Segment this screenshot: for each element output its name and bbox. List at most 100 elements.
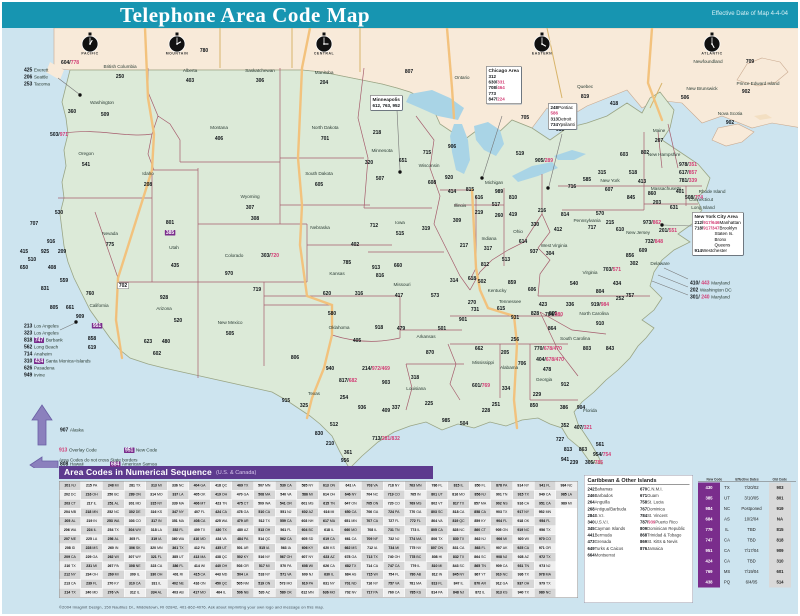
sequence-cell: 430 TX: [210, 526, 233, 536]
sequence-cell: 747 CA: [383, 561, 405, 571]
area-code-label: 780: [199, 48, 209, 54]
area-code-label: 954/754: [592, 452, 611, 458]
callout-row: 808 Hawaii: [60, 462, 85, 467]
sequence-cell: 606 KY: [296, 543, 319, 553]
great-lakes: [406, 90, 586, 182]
area-code: 954/: [592, 452, 603, 458]
ncold: 310: [769, 556, 791, 567]
area-code: 501: [437, 326, 447, 332]
callout-row: 310 424 Santa Monica=Islands: [24, 358, 92, 364]
area-code-label: 937: [530, 249, 538, 255]
sequence-cell: 714 CA: [361, 561, 384, 571]
timezone-label: ATLANTIC: [701, 52, 723, 56]
area-code: 907: [60, 427, 69, 433]
area-code-label: 573: [431, 293, 439, 299]
sequence-cell: 707 CA: [361, 517, 384, 527]
sequence-cell: 828 NC: [448, 526, 470, 536]
area-code-label: 419: [509, 212, 517, 218]
sequence-cell: 727 FL: [383, 517, 405, 527]
label-name: Westchester: [702, 248, 727, 254]
sequence-cell: 970 CO: [534, 535, 556, 544]
callout-row: Staten Is.: [695, 231, 741, 237]
ncst: CA: [724, 548, 730, 554]
sequence-cell: 254 TX: [102, 526, 125, 536]
area-code-label: 203: [653, 200, 661, 206]
area-code: 857: [688, 170, 698, 176]
sequence-cell: 559 CA: [275, 517, 297, 527]
sequence-cell: 506 NB: [232, 588, 254, 598]
sequence-cell: 450 QC: [210, 579, 233, 589]
sequence-cell: 612 MN: [296, 588, 319, 598]
area-code: 561: [595, 442, 605, 448]
area-code: 320: [364, 160, 374, 166]
sequence-cell: 443 MD: [210, 570, 233, 580]
state-name-label: Maine: [653, 128, 666, 134]
sequence-cell: 321 FL: [145, 552, 168, 562]
area-code-label: 336: [566, 302, 574, 308]
sequence-cell: 845 NY: [448, 570, 470, 580]
state-name-label: Missouri: [394, 282, 411, 288]
label-name: Manhattan: [719, 219, 741, 225]
label-name: Seattle: [33, 74, 48, 80]
sequence-cell: 504 LA: [232, 570, 254, 580]
sequence-cell: 423 TN: [210, 499, 233, 509]
area-code: 201/: [658, 228, 669, 234]
label-name: Trinidad & Tobago: [647, 532, 682, 538]
area-code: 802: [640, 150, 650, 156]
area-code: 925: [40, 249, 50, 255]
state-name-label: Texas: [308, 391, 320, 397]
state-name-label: Kansas: [329, 271, 344, 277]
sequence-cell: 424 CA: [210, 508, 233, 518]
area-code-label: 661: [66, 305, 74, 311]
sequence-cell: 309 IL: [124, 570, 146, 580]
caribbean-row: 670C.N.M.I.: [640, 486, 690, 493]
state-name-label: Wyoming: [240, 194, 259, 200]
area-code-label: 631: [670, 205, 678, 211]
sequence-cell: 804 VA: [426, 517, 448, 527]
area-code-label: 435: [171, 263, 179, 269]
sequence-cell: 979 TX: [534, 579, 556, 589]
area-code: 613: [555, 127, 565, 133]
area-code: 412: [553, 227, 563, 233]
area-code-label: 936: [358, 405, 366, 411]
new-codes-header-cell: Effective Dates: [735, 478, 759, 482]
sequence-cell: 731 TN: [383, 526, 405, 536]
area-code-label: 703/571: [603, 267, 621, 273]
label-name: Florida: [583, 408, 597, 414]
label-name: Ohio: [513, 229, 523, 235]
newfoundland-island: [736, 57, 789, 87]
area-code: 425: [24, 67, 33, 73]
sequence-cell: 580 OK: [275, 588, 297, 598]
sequence-cell: 712 IA: [361, 543, 384, 553]
area-code-label: 941: [561, 457, 569, 463]
area-code: 813: [563, 447, 573, 453]
area-code-label: 865: [549, 311, 557, 317]
sequence-cell: 401 RI: [167, 570, 189, 580]
map-callout-list: Area Codes do not cross State borders: [59, 458, 139, 465]
label-name: Queens: [714, 242, 731, 248]
area-code-label: 951: [91, 323, 103, 329]
area-code: 413: [637, 179, 647, 185]
area-code-label: 502: [478, 279, 486, 285]
area-code: 541: [81, 162, 91, 168]
callout-row: 630/331: [489, 80, 519, 86]
sequence-cell: 931 TN: [512, 561, 535, 571]
ncst: PQ: [723, 579, 731, 585]
area-code: 268: [587, 506, 595, 512]
area-code-label: 903: [382, 380, 390, 386]
sequence-cell: 210 TX: [59, 561, 82, 571]
area-code-label: 651: [399, 158, 407, 164]
hawaii-arrow-icon: [29, 456, 59, 468]
area-code: 760: [85, 291, 95, 297]
area-code: 906: [447, 144, 457, 150]
ncdate: 6/4/05: [745, 579, 758, 585]
state-name-label: Ohio: [513, 229, 523, 235]
area-code-label: 229: [533, 392, 541, 398]
area-code: 780: [199, 48, 209, 54]
area-code: 254: [339, 395, 349, 401]
nova-scotia: [711, 123, 755, 147]
sequence-cell: 760 CA: [383, 588, 405, 598]
callout-row: 907 Alaska: [60, 428, 85, 433]
caribbean-islands-box: Caribbean & Other Islands 242Bahamas 246B…: [584, 475, 693, 603]
area-code: 847/: [488, 96, 498, 102]
